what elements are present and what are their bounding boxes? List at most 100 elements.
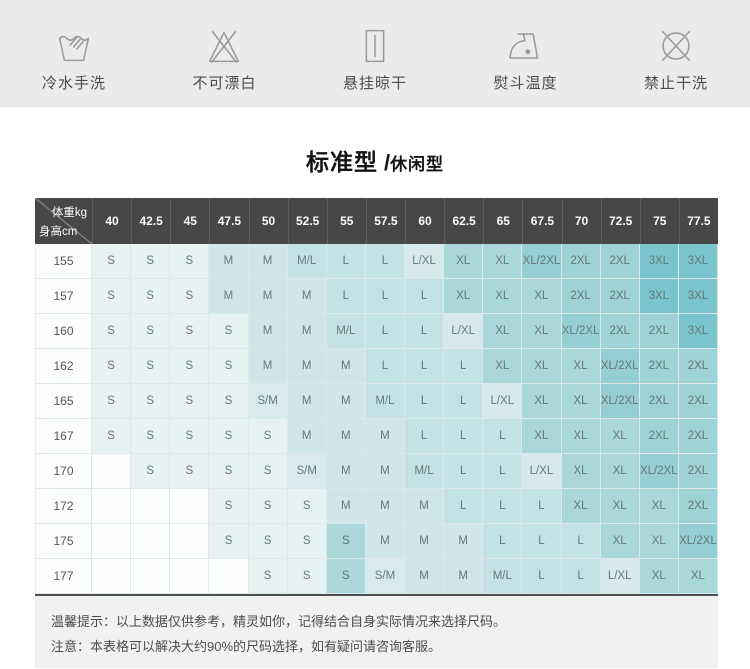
size-cell: M (248, 314, 288, 349)
size-cell: 2XL (600, 244, 640, 279)
care-item-hang-dry: 悬挂晾干 (343, 19, 407, 93)
size-cell: L (483, 419, 523, 454)
size-cell: M/L (326, 314, 366, 349)
size-cell: 2XL (678, 349, 718, 384)
size-cell: S (248, 489, 288, 524)
size-cell: L (405, 314, 445, 349)
size-cell: L (444, 454, 484, 489)
weight-header-67.5: 67.5 (522, 198, 562, 244)
size-cell: S (248, 454, 288, 489)
note-line-caution: 注意：本表格可以解决大约90%的尺码选择，如有疑问请咨询客服。 (51, 639, 442, 654)
hand-wash-icon (51, 19, 97, 69)
size-cell: S (248, 559, 288, 594)
size-cell: XL/2XL (600, 349, 640, 384)
size-cell: S (92, 349, 132, 384)
size-cell: S (209, 524, 249, 559)
size-cell: L/XL (405, 244, 445, 279)
height-cell-167: 167 (35, 419, 92, 454)
size-cell: S (209, 489, 249, 524)
size-cell (131, 559, 171, 594)
size-cell (92, 454, 132, 489)
size-cell: XL/2XL (600, 384, 640, 419)
size-cell: M (405, 559, 445, 594)
care-strip: 冷水手洗 不可漂白 悬挂晾干 熨斗温度 (0, 0, 750, 107)
size-cell: S (131, 349, 171, 384)
size-cell: 2XL (639, 314, 679, 349)
size-cell: S (287, 559, 327, 594)
size-cell: XL (561, 489, 601, 524)
weight-header-52.5: 52.5 (287, 198, 327, 244)
iron-temperature-icon (502, 19, 548, 69)
corner-diagonal-line (35, 198, 92, 244)
size-cell: 2XL (639, 384, 679, 419)
size-cell: 2XL (639, 419, 679, 454)
size-cell: XL (561, 349, 601, 384)
size-cell: L (405, 349, 445, 384)
size-cell: S (131, 454, 171, 489)
size-cell: 2XL (561, 279, 601, 314)
weight-header-55: 55 (326, 198, 366, 244)
care-item-no-bleach: 不可漂白 (192, 19, 256, 93)
notes-panel: 温馨提示：以上数据仅供参考，精灵如你，记得结合自身实际情况来选择尺码。 注意：本… (35, 596, 718, 668)
size-cell: 3XL (678, 279, 718, 314)
size-cell: S (131, 384, 171, 419)
size-cell: L (405, 384, 445, 419)
size-cell: L (444, 384, 484, 419)
size-cell: S/M (287, 454, 327, 489)
size-cell: L (365, 244, 405, 279)
size-cell (92, 559, 132, 594)
size-cell: L (483, 489, 523, 524)
care-label: 冷水手洗 (42, 74, 107, 92)
no-bleach-icon (201, 19, 247, 69)
size-cell: XL (444, 279, 484, 314)
size-cell: L (561, 559, 601, 594)
size-cell: XL (600, 419, 640, 454)
size-cell: S (131, 419, 171, 454)
weight-header-45: 45 (170, 198, 210, 244)
size-cell: M (248, 349, 288, 384)
size-cell: XL (522, 384, 562, 419)
size-cell: XL (639, 524, 679, 559)
size-cell (131, 524, 171, 559)
size-cell: L/XL (483, 384, 523, 419)
size-cell: M (248, 244, 288, 279)
size-cell: S (131, 279, 171, 314)
size-cell (170, 524, 210, 559)
size-cell: XL (522, 279, 562, 314)
title-main: 标准型 (305, 149, 378, 175)
size-cell: XL (483, 279, 523, 314)
care-label: 熨斗温度 (493, 74, 558, 92)
weight-header-50: 50 (248, 198, 288, 244)
size-cell: L/XL (600, 559, 640, 594)
size-cell: L (365, 279, 405, 314)
size-cell (92, 489, 132, 524)
size-cell: S (326, 559, 366, 594)
size-cell: XL (600, 454, 640, 489)
size-cell: S (248, 419, 288, 454)
height-cell-175: 175 (35, 524, 92, 559)
size-cell: XL/2XL (561, 314, 601, 349)
size-cell: M (287, 349, 327, 384)
size-cell: M/L (287, 244, 327, 279)
size-cell: M (287, 314, 327, 349)
size-cell: S (170, 384, 210, 419)
size-cell: S (287, 524, 327, 559)
size-cell: S (92, 279, 132, 314)
care-label: 悬挂晾干 (342, 74, 407, 92)
size-cell: S (92, 314, 132, 349)
size-cell: S (170, 314, 210, 349)
size-cell: L (444, 489, 484, 524)
size-cell: 2XL (678, 419, 718, 454)
size-cell: M (365, 489, 405, 524)
size-cell: S (92, 244, 132, 279)
size-table: 体重kg 身高cm 40 42.5 45 47.5 50 52.5 55 57.5 60 62.5… (35, 198, 718, 596)
size-cell: 3XL (639, 279, 679, 314)
size-cell: S (170, 279, 210, 314)
size-cell: S (209, 384, 249, 419)
size-cell: S (248, 524, 288, 559)
size-cell: XL (483, 349, 523, 384)
height-cell-170: 170 (35, 454, 92, 489)
size-cell: L (522, 559, 562, 594)
size-cell: M (326, 349, 366, 384)
weight-header-75: 75 (639, 198, 679, 244)
